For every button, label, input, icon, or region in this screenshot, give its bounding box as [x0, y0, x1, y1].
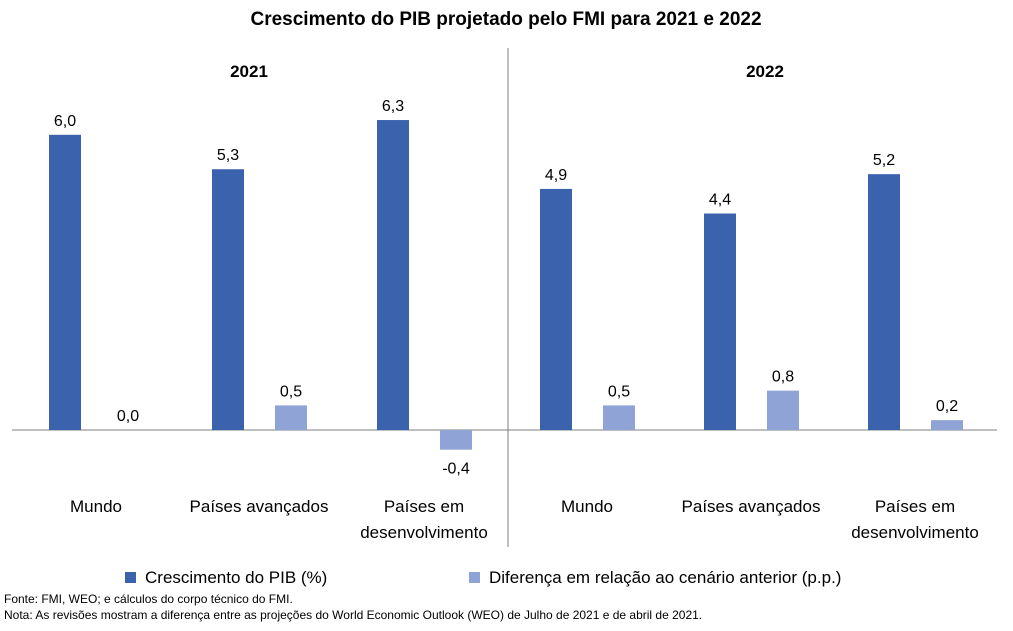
chart-notes: Fonte: FMI, WEO; e cálculos do corpo téc… [4, 591, 702, 623]
legend-label: Diferença em relação ao cenário anterior… [489, 568, 841, 587]
data-label: -0,4 [442, 461, 470, 478]
category-label: Mundo [70, 497, 122, 516]
legend-swatch [469, 572, 480, 583]
data-label: 4,4 [709, 192, 731, 209]
category-label: Países avançados [682, 497, 821, 516]
period-label: 2022 [746, 62, 784, 81]
data-label: 5,2 [873, 152, 895, 169]
bar [49, 134, 81, 431]
category-label: Países em [384, 497, 464, 516]
bar [603, 405, 635, 430]
data-label: 5,3 [217, 147, 239, 164]
data-label: 6,0 [54, 113, 76, 130]
category-label: desenvolvimento [851, 523, 979, 542]
bar [377, 120, 409, 430]
data-label: 0,8 [772, 369, 794, 386]
source-note: Fonte: FMI, WEO; e cálculos do corpo téc… [4, 592, 293, 606]
bar [440, 430, 472, 450]
legend-label: Crescimento do PIB (%) [145, 568, 327, 587]
data-label: 0,5 [280, 383, 302, 400]
bar [868, 174, 900, 430]
data-label: 0,5 [608, 383, 630, 400]
category-label: Mundo [561, 497, 613, 516]
chart-title: Crescimento do PIB projetado pelo FMI pa… [250, 9, 761, 30]
bar [540, 188, 572, 430]
footnote: Nota: As revisões mostram a diferença en… [4, 608, 703, 622]
bar [704, 213, 736, 430]
bar [212, 169, 244, 431]
bar [931, 420, 963, 430]
bar [275, 405, 307, 430]
bar [767, 390, 799, 430]
category-label: Países em [875, 497, 955, 516]
period-label: 2021 [230, 62, 268, 81]
data-label: 4,9 [545, 167, 567, 184]
data-label: 0,0 [117, 408, 139, 425]
data-label: 0,2 [936, 398, 958, 415]
data-label: 6,3 [382, 98, 404, 115]
category-label: Países avançados [190, 497, 329, 516]
chart-canvas: Crescimento do PIB projetado pelo FMI pa… [12, 9, 997, 587]
category-label: desenvolvimento [360, 523, 488, 542]
legend-swatch [125, 572, 136, 583]
